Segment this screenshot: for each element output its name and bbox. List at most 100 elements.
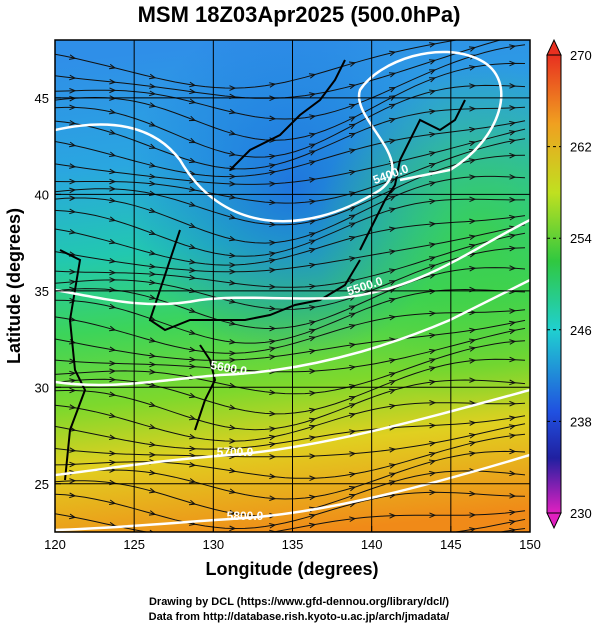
stream-arrow (229, 108, 237, 115)
stream-arrow (148, 207, 157, 213)
stream-arrow (109, 434, 117, 440)
contour-label: 5600.0 (209, 358, 248, 378)
coast-line (359, 99, 466, 251)
stream-arrow (269, 354, 277, 360)
stream-arrow (109, 376, 117, 383)
stream-arrow (229, 488, 237, 494)
streamline (55, 40, 502, 99)
stream-arrow (429, 109, 437, 115)
streamline (55, 215, 526, 266)
x-tick-label: 120 (44, 537, 66, 552)
stream-arrow (229, 366, 237, 373)
stream-arrow (428, 459, 437, 465)
stream-arrow (109, 238, 117, 245)
streamline (55, 510, 526, 532)
stream-arrow (388, 372, 397, 378)
stream-arrow (389, 536, 395, 541)
stream-arrow (148, 337, 157, 343)
streamline (55, 175, 526, 244)
stream-arrow (148, 401, 157, 408)
stream-arrow (188, 346, 197, 353)
stream-arrow (509, 400, 517, 407)
stream-arrow (309, 407, 317, 414)
stream-arrow (188, 115, 197, 122)
stream-arrow (69, 120, 77, 126)
stream-arrow (229, 85, 237, 91)
streamline (55, 106, 526, 170)
stream-arrow (189, 267, 197, 273)
stream-arrow (229, 235, 237, 242)
stream-arrow (469, 536, 475, 541)
stream-arrow (109, 87, 117, 94)
footer-line: Data from http://database.rish.kyoto-u.a… (149, 611, 450, 623)
stream-arrow (429, 489, 437, 496)
stream-arrow (469, 433, 477, 439)
stream-arrow (428, 256, 437, 262)
stream-arrow (308, 417, 317, 424)
stream-arrow (309, 177, 317, 183)
stream-arrow (349, 364, 357, 371)
stream-arrow (69, 387, 77, 394)
stream-arrow (469, 420, 477, 426)
stream-arrow (429, 546, 435, 551)
stream-arrow (388, 195, 397, 201)
stream-arrow (389, 50, 397, 57)
stream-arrow (388, 117, 397, 124)
stream-arrow (388, 187, 397, 194)
stream-arrow (269, 473, 277, 480)
stream-arrow (149, 162, 157, 168)
stream-arrow (269, 283, 277, 290)
stream-arrow (269, 251, 277, 257)
title: MSM 18Z03Apr2025 (500.0hPa) (138, 2, 461, 27)
stream-arrow (189, 287, 197, 294)
stream-arrow (69, 54, 77, 60)
streamline (55, 267, 526, 329)
stream-arrow (509, 509, 517, 516)
stream-arrow (308, 336, 317, 342)
x-tick-label: 130 (202, 537, 224, 552)
stream-arrow (348, 412, 357, 419)
stream-arrow (349, 471, 357, 478)
stream-arrow (149, 173, 157, 180)
stream-arrow (109, 108, 117, 115)
stream-arrow (509, 328, 517, 335)
stream-arrow (389, 314, 397, 321)
stream-arrow (229, 298, 237, 304)
stream-arrow (468, 243, 477, 250)
stream-arrow (109, 63, 117, 70)
stream-arrow (509, 379, 517, 386)
stream-arrow (348, 485, 357, 492)
stream-arrow (509, 233, 517, 240)
y-tick-label: 45 (35, 91, 49, 106)
stream-arrow (229, 525, 237, 532)
stream-arrow (469, 358, 477, 364)
stream-arrow (309, 199, 317, 205)
stream-arrow (69, 297, 77, 304)
streamline (55, 358, 526, 415)
stream-arrow (149, 543, 155, 548)
stream-arrow (309, 494, 317, 501)
streamline (55, 415, 526, 450)
stream-arrow (429, 181, 437, 187)
stream-arrow (429, 348, 437, 355)
colorbar-tick-label: 254 (570, 231, 592, 246)
colorbar-tick-label: 262 (570, 140, 592, 155)
stream-arrow (349, 222, 357, 228)
stream-arrow (188, 329, 197, 335)
stream-arrow (469, 309, 477, 316)
stream-arrow (269, 454, 277, 460)
stream-arrow (429, 533, 435, 538)
stream-arrow (69, 492, 77, 499)
colorbar-tick-label: 270 (570, 48, 592, 63)
stream-arrow (228, 509, 237, 516)
stream-arrow (429, 422, 437, 429)
stream-arrow (229, 535, 235, 540)
stream-arrow (229, 338, 237, 345)
stream-arrow (389, 554, 395, 559)
stream-arrow (108, 391, 117, 397)
colorbar-body (546, 54, 562, 514)
coast-line (229, 59, 346, 171)
stream-arrow (469, 234, 477, 241)
stream-arrow (429, 69, 437, 75)
stream-arrow (469, 327, 477, 334)
